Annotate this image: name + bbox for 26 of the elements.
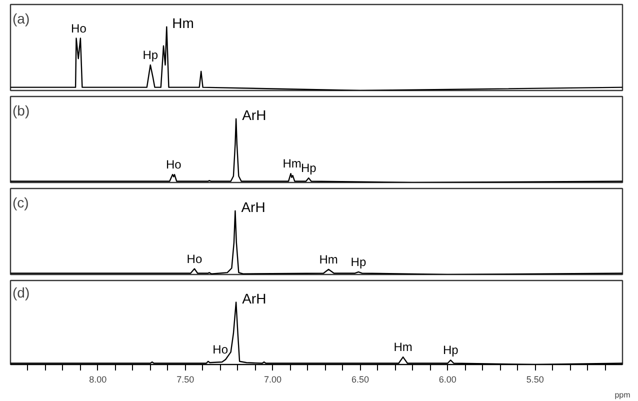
annotation: Ho [186, 252, 202, 266]
annotation: Ho [166, 158, 182, 172]
chart-title: (a) [12, 10, 30, 26]
x-tick-label: 6.50 [351, 374, 369, 384]
chart-title: (d) [12, 284, 30, 300]
x-tick-label: 5.50 [526, 374, 544, 384]
annotation: Hp [442, 343, 459, 358]
annotation: Ho [71, 21, 87, 36]
annotation: ArH [242, 290, 266, 306]
x-tick-label: 7.00 [264, 374, 282, 384]
x-axis-title: ppm [614, 390, 631, 400]
annotation: Hp [142, 48, 158, 62]
annotation: Hp [350, 254, 366, 269]
x-tick-label: 7.50 [176, 374, 194, 384]
annotation: Ho [212, 342, 228, 357]
annotation: ArH [242, 106, 266, 123]
annotation: Hm [394, 340, 412, 354]
x-tick-label: 8.00 [89, 374, 107, 384]
chart-title: (b) [12, 102, 30, 118]
annotation: Hm [172, 14, 194, 31]
annotation: Hm [282, 156, 302, 171]
annotation: ArH [241, 198, 266, 215]
chart-title: (c) [12, 194, 29, 210]
annotation: Hm [319, 252, 338, 266]
annotation: Hp [300, 161, 317, 176]
x-tick-label: 6.00 [438, 374, 456, 384]
